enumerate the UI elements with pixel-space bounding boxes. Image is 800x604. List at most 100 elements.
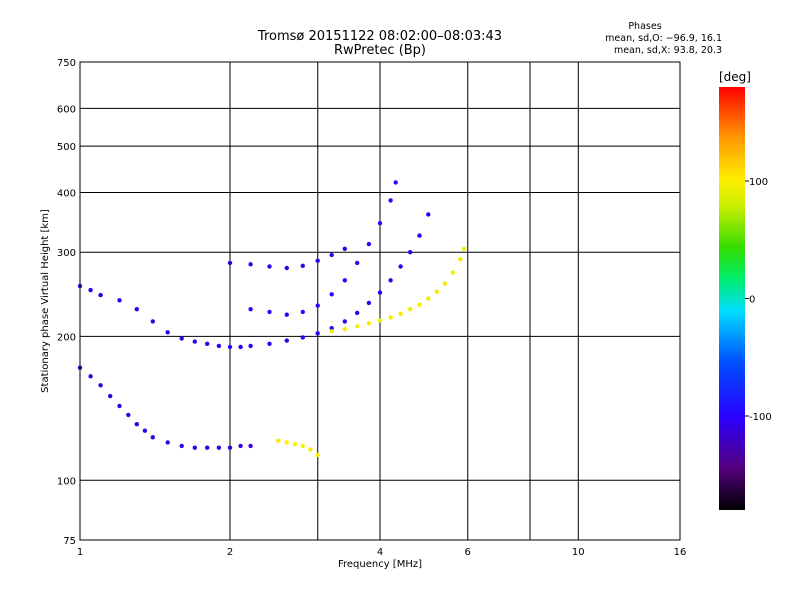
data-point <box>248 307 253 312</box>
data-point <box>216 445 222 450</box>
data-point <box>408 250 413 255</box>
data-point <box>450 270 455 275</box>
y-tick-label: 100 <box>57 476 76 487</box>
data-point <box>267 309 272 315</box>
data-point <box>315 452 320 458</box>
data-point <box>388 278 393 283</box>
data-point <box>417 233 422 238</box>
data-point <box>227 344 233 350</box>
y-tick-label: 200 <box>57 332 76 343</box>
data-point <box>284 312 289 317</box>
phases-o-stats: mean, sd,O: −96.9, 16.1 <box>605 33 722 44</box>
data-point <box>398 311 403 316</box>
data-point <box>192 445 197 450</box>
data-point <box>461 246 467 251</box>
data-point <box>315 331 320 336</box>
data-point <box>142 428 148 433</box>
data-point <box>179 336 184 341</box>
y-axis-label: Stationary phase Virtual Height [km] <box>40 209 51 393</box>
data-point <box>434 289 439 294</box>
data-point <box>165 330 170 335</box>
data-point <box>315 303 320 308</box>
data-point <box>88 287 93 293</box>
colorbar-tick-label: 0 <box>749 295 755 306</box>
data-point <box>238 443 243 449</box>
phases-x-stats: mean, sd,X: 93.8, 20.3 <box>614 45 722 56</box>
data-point <box>329 326 334 331</box>
data-point <box>377 221 383 226</box>
data-point <box>342 327 347 332</box>
data-point <box>179 443 184 449</box>
data-point <box>300 309 305 315</box>
x-tick-label: 1 <box>77 547 83 558</box>
data-point <box>192 339 197 344</box>
phases-heading: Phases <box>628 21 661 32</box>
y-tick-label: 750 <box>57 58 76 69</box>
data-point <box>108 393 113 399</box>
chart-subtitle: RwPretec (Bp) <box>334 43 426 58</box>
data-point <box>126 412 131 418</box>
data-point <box>292 442 298 447</box>
data-point <box>284 265 289 271</box>
data-point <box>366 241 372 247</box>
data-point <box>134 307 139 312</box>
data-point <box>300 263 305 268</box>
data-point <box>458 257 463 262</box>
data-point <box>134 422 139 427</box>
plot-frame <box>79 61 681 541</box>
data-point <box>238 344 243 350</box>
y-tick-label: 75 <box>63 536 76 547</box>
x-tick-label: 4 <box>377 547 383 558</box>
data-point <box>300 335 305 340</box>
data-point <box>342 246 347 251</box>
data-point <box>398 264 403 269</box>
data-point <box>426 212 431 217</box>
data-point <box>393 180 398 185</box>
data-point <box>329 292 334 297</box>
y-tick-label: 500 <box>57 142 76 153</box>
data-point <box>227 445 233 450</box>
data-point <box>388 198 393 203</box>
colorbar-tick-label: 100 <box>749 177 768 188</box>
x-tick-label: 16 <box>674 547 687 558</box>
data-point <box>417 302 422 307</box>
data-point <box>284 440 289 445</box>
data-point <box>315 258 320 263</box>
data-point <box>248 262 253 267</box>
data-point <box>216 343 222 349</box>
data-point <box>355 324 360 329</box>
data-point <box>88 374 93 379</box>
data-point <box>408 307 413 312</box>
y-tick-label: 300 <box>57 248 76 259</box>
data-point <box>150 435 155 440</box>
colorbar-unit: [deg] <box>719 70 751 84</box>
data-point <box>117 403 122 409</box>
data-point <box>355 310 360 316</box>
data-point <box>98 383 103 388</box>
x-tick-label: 2 <box>227 547 233 558</box>
data-point <box>442 281 448 286</box>
data-point <box>377 290 383 295</box>
data-point <box>248 443 253 449</box>
x-axis-ticks: 1 2 4 6 10 16 <box>77 547 687 558</box>
data-point <box>284 338 289 343</box>
y-tick-label: 600 <box>57 104 76 115</box>
data-point <box>388 315 393 320</box>
data-point <box>426 296 431 301</box>
data-point <box>329 329 334 334</box>
data-point <box>300 443 305 449</box>
data-point <box>248 343 253 349</box>
data-point <box>366 321 372 326</box>
data-point <box>308 447 313 452</box>
data-point <box>205 341 210 346</box>
data-point <box>342 278 347 283</box>
chart-title: Tromsø 20151122 08:02:00–08:03:43 <box>257 29 502 44</box>
data-point <box>355 260 360 266</box>
data-point <box>342 319 347 324</box>
colorbar-tick-label: -100 <box>749 412 772 423</box>
data-point <box>377 318 383 323</box>
data-point <box>98 292 103 298</box>
data-point <box>267 341 272 346</box>
